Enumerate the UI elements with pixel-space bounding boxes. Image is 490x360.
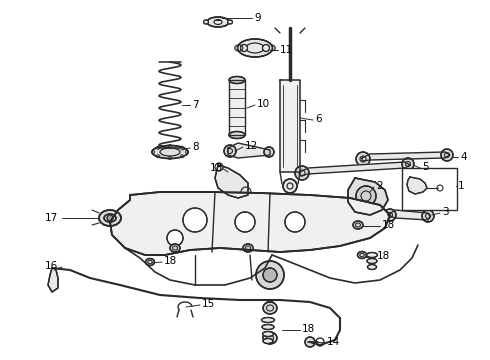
Polygon shape <box>110 192 390 255</box>
Ellipse shape <box>263 332 273 337</box>
Ellipse shape <box>146 258 154 266</box>
Polygon shape <box>407 177 427 194</box>
Circle shape <box>422 210 434 222</box>
Polygon shape <box>388 210 430 220</box>
Circle shape <box>224 145 236 157</box>
Text: 3: 3 <box>442 207 449 217</box>
Ellipse shape <box>262 318 274 323</box>
Polygon shape <box>300 162 410 176</box>
Text: 9: 9 <box>254 13 261 23</box>
Circle shape <box>356 152 370 166</box>
Text: 12: 12 <box>245 141 258 151</box>
Circle shape <box>107 215 113 221</box>
Ellipse shape <box>264 334 272 342</box>
Text: 6: 6 <box>315 114 321 124</box>
Ellipse shape <box>263 332 277 344</box>
Ellipse shape <box>104 214 116 222</box>
Circle shape <box>283 179 297 193</box>
Bar <box>402 168 457 210</box>
Circle shape <box>384 209 396 221</box>
Polygon shape <box>362 152 450 161</box>
Text: 15: 15 <box>202 299 215 309</box>
Ellipse shape <box>263 338 273 343</box>
Text: 18: 18 <box>377 251 390 261</box>
Ellipse shape <box>367 258 377 264</box>
Circle shape <box>167 230 183 246</box>
Circle shape <box>256 261 284 289</box>
Ellipse shape <box>367 252 377 257</box>
Circle shape <box>235 212 255 232</box>
Text: 13: 13 <box>210 163 223 173</box>
Text: 2: 2 <box>376 181 383 191</box>
Ellipse shape <box>170 244 180 252</box>
Circle shape <box>263 268 277 282</box>
Text: 18: 18 <box>382 220 395 230</box>
Text: 14: 14 <box>327 337 340 347</box>
Ellipse shape <box>227 20 232 24</box>
Polygon shape <box>228 143 270 158</box>
Ellipse shape <box>368 265 376 270</box>
Polygon shape <box>280 80 300 172</box>
Ellipse shape <box>243 244 253 252</box>
Ellipse shape <box>207 17 229 27</box>
Circle shape <box>305 337 315 347</box>
Text: 4: 4 <box>460 152 466 162</box>
Circle shape <box>402 158 414 170</box>
Ellipse shape <box>353 221 363 229</box>
Text: 1: 1 <box>458 181 465 191</box>
Circle shape <box>241 45 247 51</box>
Polygon shape <box>348 178 388 215</box>
Text: 5: 5 <box>422 162 429 172</box>
Text: 18: 18 <box>164 256 177 266</box>
Polygon shape <box>229 80 245 135</box>
Circle shape <box>264 147 274 157</box>
Text: 16: 16 <box>45 261 58 271</box>
Ellipse shape <box>263 302 277 314</box>
Polygon shape <box>48 268 58 292</box>
Ellipse shape <box>99 210 121 226</box>
Circle shape <box>295 166 309 180</box>
Circle shape <box>285 212 305 232</box>
Ellipse shape <box>203 20 209 24</box>
Text: 8: 8 <box>192 142 198 152</box>
Text: 11: 11 <box>280 45 293 55</box>
Ellipse shape <box>266 302 274 309</box>
Ellipse shape <box>229 131 245 139</box>
Text: 18: 18 <box>302 324 315 334</box>
Ellipse shape <box>262 324 274 329</box>
Ellipse shape <box>152 145 188 158</box>
Circle shape <box>263 45 270 51</box>
Text: 10: 10 <box>257 99 270 109</box>
Polygon shape <box>215 165 248 198</box>
Ellipse shape <box>229 77 245 84</box>
Text: 7: 7 <box>192 100 198 110</box>
Circle shape <box>183 208 207 232</box>
Ellipse shape <box>358 252 367 258</box>
Circle shape <box>441 149 453 161</box>
Text: 17: 17 <box>45 213 58 223</box>
Ellipse shape <box>238 39 272 57</box>
Circle shape <box>356 186 376 206</box>
